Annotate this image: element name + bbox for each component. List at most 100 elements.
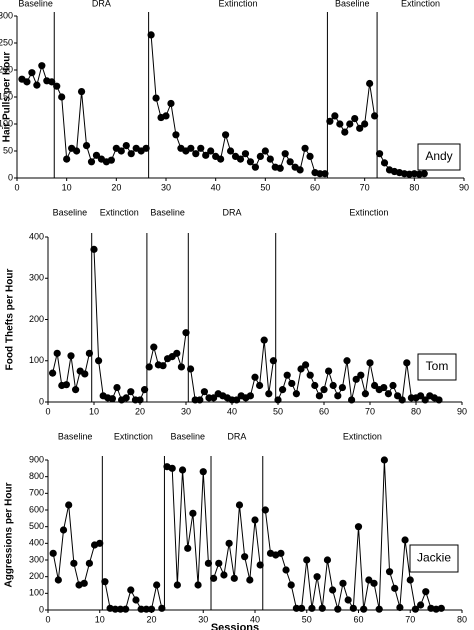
x-tick-label: 20 [135,406,145,416]
data-point [182,329,190,337]
data-point [437,604,445,612]
data-point [168,464,176,472]
data-point [172,131,180,139]
data-point [343,357,351,365]
data-point [435,396,443,404]
data-point [261,147,269,155]
y-tick-label: 300 [29,273,44,283]
data-point [108,395,116,403]
data-point [265,390,273,398]
phase-label: Extinction [401,0,440,8]
x-tick-label: 80 [409,182,419,192]
data-point [391,584,399,592]
x-tick-label: 10 [62,182,72,192]
y-tick-label: 500 [29,521,44,531]
data-point [279,386,287,394]
data-point [207,147,215,155]
data-point [306,371,314,379]
phase-label: Baseline [58,431,93,441]
data-point [276,164,284,172]
data-point [375,150,384,158]
y-tick-label: 100 [29,355,44,365]
data-point [251,163,259,171]
data-point [320,386,328,394]
data-point [380,159,389,167]
annotation-box [417,143,461,171]
x-tick-label: 10 [89,406,99,416]
x-tick-label: 20 [146,614,156,624]
data-point [53,82,61,90]
data-point [132,596,140,604]
data-line [166,466,209,586]
data-point [370,579,378,587]
data-point [113,383,121,392]
phase-label: Baseline [53,207,88,217]
data-point [82,142,91,150]
phase-label: Extinction [349,207,388,217]
y-tick-label: 250 [0,37,13,47]
annotation-box [417,353,457,381]
y-axis-title: Aggressions per Hour [4,482,15,587]
x-tick-label: 50 [302,614,312,624]
data-point [286,158,294,166]
data-point [311,381,319,390]
data-point [241,553,249,561]
x-tick-label: 70 [360,182,370,192]
data-point [356,124,364,132]
data-point [70,559,78,567]
annotation: Andy [425,149,452,163]
data-point [49,369,57,377]
data-point [385,568,394,576]
data-point [178,466,187,474]
phase-label: DRA [222,207,241,217]
data-point [403,359,411,367]
x-tick-label: 90 [459,182,469,192]
data-point [122,394,130,402]
data-point [352,375,360,383]
y-tick-label: 400 [29,538,44,548]
data-point [251,373,259,381]
phase-label: DRA [92,0,111,8]
x-tick-label: 60 [310,182,320,192]
y-tick-label: 100 [0,118,13,128]
data-point [302,361,310,369]
data-point [80,579,88,587]
y-tick-label: 700 [29,488,44,498]
x-tick-label: 60 [319,406,329,416]
data-point [325,367,333,375]
data-point [261,506,269,514]
data-point [420,170,428,178]
y-tick-label: 0 [8,172,13,182]
data-point [344,596,352,604]
data-point [220,571,228,579]
phase-label: Extinction [343,431,382,441]
phase-label: Extinction [100,207,139,217]
data-point [85,559,93,567]
data-point [142,144,150,152]
y-tick-label: 0 [39,396,44,406]
data-point [196,396,204,404]
data-point [357,371,365,379]
data-point [241,150,250,158]
data-point [371,112,379,120]
data-point [62,381,70,389]
data-point [380,456,388,464]
data-point [65,501,73,509]
data-point [187,144,195,152]
x-tick-label: 70 [405,614,415,624]
data-point [297,365,305,373]
data-point [137,605,145,613]
data-point [246,576,254,584]
data-point [173,349,181,357]
data-point [152,94,160,102]
data-point [28,69,36,77]
data-point [260,336,268,344]
x-tick-label: 30 [198,614,208,624]
data-point [117,147,125,155]
data-point [323,556,332,564]
data-point [85,349,93,357]
data-point [33,81,41,89]
data-point [184,544,192,552]
data-point [210,574,218,582]
x-tick-label: 80 [457,614,467,624]
